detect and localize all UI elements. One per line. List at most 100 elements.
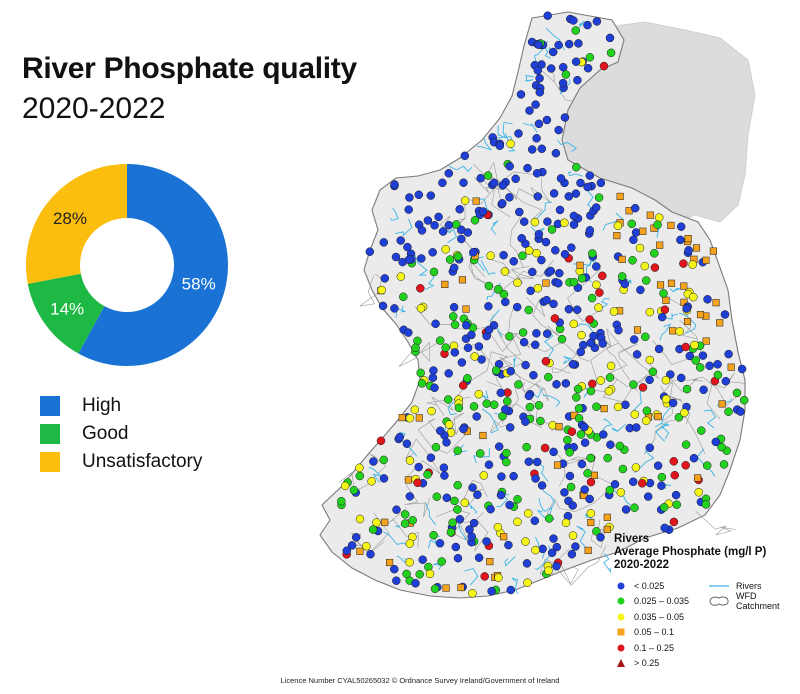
station-marker [434,212,443,222]
legend-label-class-3: 0.05 – 0.1 [634,627,675,638]
station-marker [613,402,623,412]
station-marker [702,256,710,264]
legend-item-class-0: < 0.025 [614,578,794,594]
legend-label-class-5: > 0.25 [634,658,660,669]
station-marker [711,437,721,447]
station-marker [596,178,606,188]
station-marker [423,470,432,479]
station-marker [577,459,587,469]
catchment-boundary [453,351,508,401]
catchment-outline-icon [708,595,730,607]
station-marker [449,302,459,312]
station-marker [453,480,462,490]
station-marker [577,330,586,340]
station-marker [603,525,611,533]
station-marker [516,90,526,99]
catchment-boundary [644,416,706,455]
station-marker [641,276,651,285]
station-marker [668,398,678,408]
station-marker [661,394,671,404]
station-marker [552,561,561,571]
river-line [481,408,499,434]
river-line [382,531,408,547]
station-marker [453,446,462,455]
legend-item-catchment: WFD Catchment [708,591,794,611]
station-marker [699,385,708,395]
station-marker [515,207,524,217]
station-marker [380,274,390,283]
station-marker [413,478,422,488]
station-marker [685,351,695,361]
station-marker [569,319,579,329]
station-marker [653,461,663,470]
station-marker [467,330,476,340]
station-marker [682,304,691,313]
triangle-marker-icon [614,658,628,668]
station-marker [683,317,692,326]
station-marker [566,482,576,492]
station-marker [524,391,534,401]
station-marker [429,366,438,375]
station-marker [561,518,571,528]
station-marker [592,280,601,290]
station-marker [428,373,438,382]
station-marker [674,413,684,422]
station-marker [694,474,702,482]
station-marker [588,249,597,258]
station-marker [585,53,595,62]
station-marker [411,579,420,588]
legend-label-unsatisfactory: Unsatisfactory [82,451,203,472]
station-marker [362,541,371,551]
station-marker [414,190,424,200]
station-marker [630,203,640,213]
catchment-boundary [417,418,466,454]
river-line [583,384,589,398]
station-marker [640,261,650,271]
legend-label-class-0: < 0.025 [634,580,665,591]
station-marker [583,469,592,478]
station-marker [554,125,563,135]
station-marker [472,197,480,205]
station-marker [576,261,584,269]
station-marker [532,169,542,178]
station-marker [605,33,615,43]
legend-item-class-1: 0.025 – 0.035 [614,594,794,610]
station-marker [600,405,608,413]
station-marker [405,413,415,423]
river-line [542,490,556,510]
station-marker [502,448,511,458]
station-marker [657,481,666,490]
station-marker [586,338,595,348]
station-marker [542,279,550,287]
station-marker [522,442,531,452]
station-marker [543,11,552,20]
station-marker [616,192,624,200]
circle-marker-icon [614,596,628,606]
station-marker [431,319,440,329]
legend-label-rivers: Rivers [736,580,762,591]
station-marker [560,113,570,122]
station-marker [487,586,496,596]
station-marker [377,285,386,295]
station-marker [541,237,551,247]
legend-item-class-5: > 0.25 [614,656,794,672]
station-marker [430,221,439,230]
station-marker [567,243,576,252]
station-marker [497,472,506,481]
station-marker [444,369,453,378]
river-line [496,493,510,508]
catchment-boundary [490,385,519,433]
station-marker [557,334,567,344]
river-line [525,74,535,82]
station-marker [631,463,641,472]
station-marker [524,305,533,315]
station-marker [635,243,645,253]
station-marker [479,471,489,480]
station-marker [396,272,406,281]
circle-marker-icon [614,612,628,622]
station-marker [522,559,532,568]
river-line [489,309,503,338]
station-marker [486,251,495,260]
station-marker [628,256,637,265]
station-marker [517,234,526,243]
